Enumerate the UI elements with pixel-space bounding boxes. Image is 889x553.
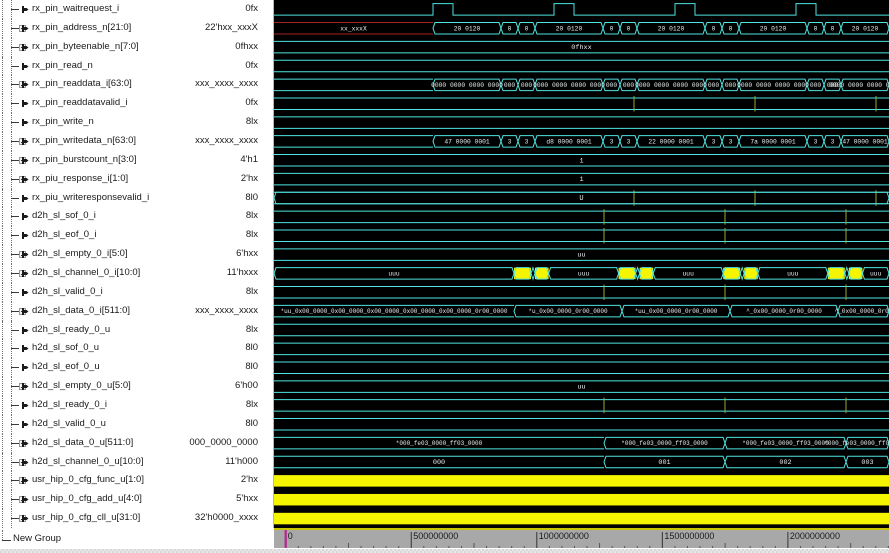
svg-text:uuu: uuu bbox=[870, 270, 882, 277]
svg-text:0000 0000 0000 0000: 0000 0000 0000 0000 bbox=[533, 82, 605, 89]
svg-text:000: 000 bbox=[725, 82, 737, 89]
svg-text:*uu_0x00_0000_0x00_0000_0x00_0: *uu_0x00_0000_0x00_0000_0x00_0000_0x00_0… bbox=[281, 308, 508, 315]
svg-text:1000000000: 1000000000 bbox=[539, 531, 589, 541]
svg-text:3: 3 bbox=[712, 138, 716, 145]
svg-text:20 0120: 20 0120 bbox=[760, 25, 787, 32]
svg-text:uu: uu bbox=[577, 252, 585, 260]
svg-text:47 0000 0001: 47 0000 0001 bbox=[444, 138, 490, 145]
svg-text:0000 0000 0000 0000: 0000 0000 0000 0000 bbox=[829, 82, 889, 89]
svg-text:uuu: uuu bbox=[787, 270, 799, 277]
svg-text:0: 0 bbox=[729, 25, 733, 32]
svg-text:3: 3 bbox=[525, 138, 529, 145]
svg-text:*000_fe03_0000_ff03_0000: *000_fe03_0000_ff03_0000 bbox=[742, 440, 829, 447]
svg-text:500000000: 500000000 bbox=[413, 531, 458, 541]
svg-text:000: 000 bbox=[708, 82, 720, 89]
svg-text:000: 000 bbox=[521, 82, 533, 89]
svg-text:0: 0 bbox=[525, 25, 529, 32]
svg-text:3: 3 bbox=[729, 138, 733, 145]
svg-text:*000_fe03_0000_ff03_0000: *000_fe03_0000_ff03_0000 bbox=[621, 440, 708, 447]
svg-text:000: 000 bbox=[504, 82, 516, 89]
svg-text:0: 0 bbox=[508, 25, 512, 32]
svg-text:7a 0000 0001: 7a 0000 0001 bbox=[750, 138, 796, 145]
svg-text:1: 1 bbox=[579, 157, 583, 165]
svg-text:20 0120: 20 0120 bbox=[852, 25, 879, 32]
svg-text:1500000000: 1500000000 bbox=[664, 531, 714, 541]
svg-text:20 0120: 20 0120 bbox=[454, 25, 481, 32]
svg-text:3: 3 bbox=[610, 138, 614, 145]
svg-text:0: 0 bbox=[712, 25, 716, 32]
svg-text:47 0000 0001: 47 0000 0001 bbox=[842, 138, 888, 145]
svg-text:3: 3 bbox=[814, 138, 818, 145]
svg-text:0: 0 bbox=[814, 25, 818, 32]
svg-text:22 0000 0001: 22 0000 0001 bbox=[648, 138, 694, 145]
svg-text:uuu: uuu bbox=[683, 270, 695, 277]
svg-text:U: U bbox=[579, 195, 583, 203]
svg-text:000: 000 bbox=[810, 82, 822, 89]
svg-text:^_0x00_0000_0r00: ^_0x00_0000_0r00 bbox=[835, 308, 889, 315]
svg-text:003: 003 bbox=[861, 459, 873, 467]
svg-text:uuu: uuu bbox=[578, 270, 590, 277]
svg-text:000: 000 bbox=[623, 82, 635, 89]
svg-text:^_0x00_0000_0r00_0000: ^_0x00_0000_0r00_0000 bbox=[746, 308, 822, 315]
svg-text:0: 0 bbox=[831, 25, 835, 32]
svg-text:2000000000: 2000000000 bbox=[790, 531, 840, 541]
svg-text:d8 0000 0001: d8 0000 0001 bbox=[546, 138, 592, 145]
svg-text:0: 0 bbox=[288, 531, 293, 541]
svg-text:0000 0000 0000 0000: 0000 0000 0000 0000 bbox=[635, 82, 707, 89]
svg-text:20 0120: 20 0120 bbox=[658, 25, 685, 32]
svg-text:0000 0000 0000 0000: 0000 0000 0000 0000 bbox=[737, 82, 809, 89]
svg-text:*000_fe03_0000_ff03_0000: *000_fe03_0000_ff03_0000 bbox=[396, 440, 483, 447]
svg-text:20 0120: 20 0120 bbox=[556, 25, 583, 32]
svg-text:3: 3 bbox=[831, 138, 835, 145]
svg-text:*000_fe03_0000_ff03_0000: *000_fe03_0000_ff03_0000 bbox=[824, 440, 889, 447]
svg-text:000: 000 bbox=[433, 459, 445, 467]
svg-text:0000 0000 0000 0000: 0000 0000 0000 0000 bbox=[431, 82, 503, 89]
svg-text:002: 002 bbox=[779, 459, 791, 467]
svg-text:*u_0x00_0000_0r00_0000: *u_0x00_0000_0r00_0000 bbox=[528, 308, 608, 315]
svg-text:3: 3 bbox=[508, 138, 512, 145]
svg-text:000: 000 bbox=[606, 82, 618, 89]
svg-text:uu: uu bbox=[577, 384, 585, 392]
svg-text:1: 1 bbox=[579, 176, 583, 184]
svg-text:0: 0 bbox=[627, 25, 631, 32]
svg-text:001: 001 bbox=[658, 459, 670, 467]
svg-text:0fhxx: 0fhxx bbox=[571, 44, 591, 52]
svg-text:0: 0 bbox=[610, 25, 614, 32]
svg-text:3: 3 bbox=[627, 138, 631, 145]
svg-text:*uu_0x00_0000_0r00_0000: *uu_0x00_0000_0r00_0000 bbox=[635, 308, 718, 315]
svg-text:xx_xxxX: xx_xxxX bbox=[340, 25, 367, 32]
svg-text:uuu: uuu bbox=[388, 270, 400, 277]
